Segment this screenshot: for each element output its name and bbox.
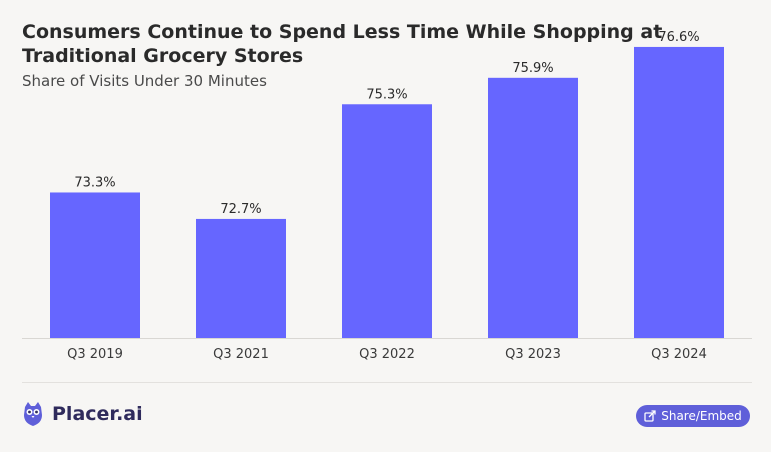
bar-q3-2021[interactable]	[196, 218, 286, 338]
share-embed-button[interactable]: Share/Embed	[636, 405, 750, 427]
x-tick-label: Q3 2021	[213, 347, 269, 362]
x-tick-label: Q3 2023	[505, 347, 561, 362]
x-tick-label: Q3 2024	[651, 347, 707, 362]
brand-name: Placer.ai	[52, 403, 143, 425]
data-label: 76.6%	[658, 30, 699, 45]
chart-title: Consumers Continue to Spend Less Time Wh…	[22, 21, 663, 67]
data-label: 73.3%	[74, 175, 115, 190]
data-label: 75.9%	[512, 61, 553, 76]
bar-q3-2024[interactable]	[634, 46, 724, 338]
x-tick-label: Q3 2019	[67, 347, 123, 362]
share-icon	[644, 410, 656, 422]
footer-divider	[22, 382, 752, 383]
owl-logo-icon	[24, 402, 42, 426]
chart-subtitle: Share of Visits Under 30 Minutes	[22, 72, 267, 90]
bar-q3-2019[interactable]	[50, 192, 140, 338]
data-label: 72.7%	[220, 202, 261, 217]
bar-chart: 73.3% Q3 2019 72.7% Q3 2021 75.3% Q3 2022 75.9…	[22, 30, 752, 362]
x-tick-label: Q3 2022	[359, 347, 415, 362]
placer-logo[interactable]: Placer.ai	[22, 399, 143, 429]
bar-q3-2023[interactable]	[488, 77, 578, 338]
data-label: 75.3%	[366, 87, 407, 102]
share-embed-label: Share/Embed	[661, 409, 742, 423]
bar-q3-2022[interactable]	[342, 104, 432, 339]
